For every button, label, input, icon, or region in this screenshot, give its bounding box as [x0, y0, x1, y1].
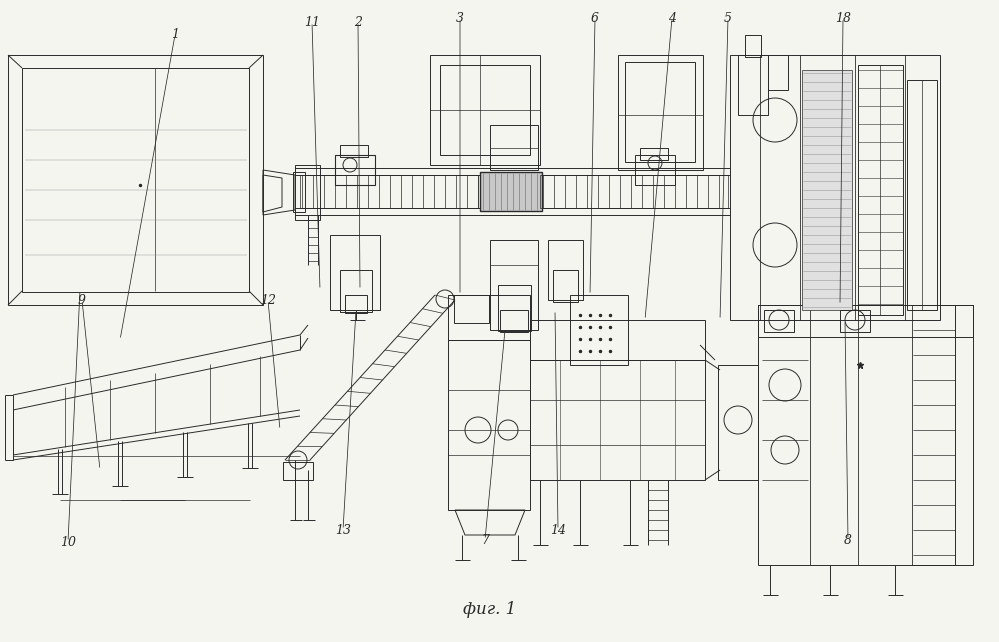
- Text: 12: 12: [260, 293, 276, 306]
- Text: 11: 11: [304, 15, 320, 28]
- Bar: [745, 35, 761, 57]
- Bar: [430, 55, 540, 165]
- Text: 1: 1: [171, 28, 179, 42]
- Text: 18: 18: [835, 12, 851, 24]
- Bar: [840, 310, 870, 332]
- Bar: [764, 310, 794, 332]
- Bar: [530, 360, 705, 480]
- Text: 14: 14: [550, 523, 566, 537]
- Text: 4: 4: [668, 12, 676, 24]
- Bar: [730, 55, 940, 320]
- Bar: [570, 295, 628, 365]
- Bar: [300, 175, 478, 208]
- Bar: [768, 55, 788, 90]
- Bar: [335, 155, 375, 185]
- Bar: [490, 240, 538, 330]
- Bar: [345, 295, 367, 313]
- Bar: [548, 240, 583, 300]
- Bar: [635, 155, 675, 185]
- Bar: [440, 65, 530, 155]
- Text: 7: 7: [481, 534, 489, 546]
- Text: 9: 9: [78, 293, 86, 306]
- Bar: [340, 145, 368, 157]
- Bar: [448, 340, 530, 510]
- Bar: [498, 285, 531, 331]
- Bar: [480, 172, 542, 211]
- Bar: [340, 270, 372, 312]
- Bar: [8, 55, 263, 305]
- Text: фиг. 1: фиг. 1: [464, 602, 516, 618]
- Bar: [718, 365, 758, 480]
- Text: 2: 2: [354, 15, 362, 28]
- Bar: [530, 320, 705, 360]
- Bar: [500, 310, 528, 332]
- Bar: [330, 235, 380, 310]
- Bar: [293, 172, 305, 212]
- Text: 8: 8: [844, 534, 852, 546]
- Bar: [22, 68, 249, 292]
- Bar: [625, 62, 695, 162]
- Bar: [448, 295, 530, 340]
- Text: 6: 6: [591, 12, 599, 24]
- Bar: [758, 305, 973, 337]
- Bar: [618, 55, 703, 170]
- Text: 13: 13: [335, 523, 351, 537]
- Bar: [490, 125, 538, 170]
- Bar: [758, 305, 973, 565]
- Bar: [738, 55, 768, 115]
- Bar: [283, 462, 313, 480]
- Bar: [454, 295, 489, 323]
- Bar: [553, 270, 578, 302]
- Bar: [802, 70, 852, 310]
- Text: 5: 5: [724, 12, 732, 24]
- Bar: [907, 80, 937, 310]
- Bar: [540, 175, 728, 208]
- Bar: [640, 148, 668, 160]
- Text: 3: 3: [456, 12, 464, 24]
- Bar: [295, 165, 320, 220]
- Bar: [858, 65, 903, 315]
- Text: 10: 10: [60, 535, 76, 548]
